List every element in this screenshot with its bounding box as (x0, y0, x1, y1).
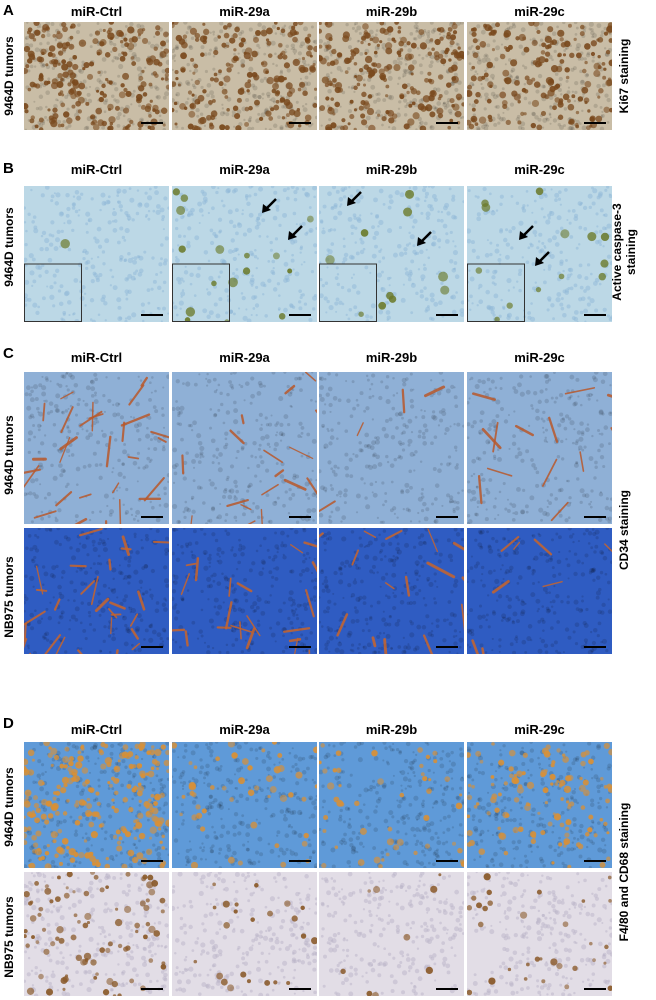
scale-bar (436, 516, 458, 518)
micrograph-c-nb975-29c (467, 528, 612, 654)
micrograph-d-9464d-ctrl (24, 742, 169, 868)
micrograph-b-29a (172, 186, 317, 322)
column-title: miR-29b (365, 722, 418, 737)
micrograph-a-29c (467, 22, 612, 130)
arrow-icon (262, 198, 277, 213)
micrograph-b-29c (467, 186, 612, 322)
micrograph-b-29b (319, 186, 464, 322)
scale-bar (289, 860, 311, 862)
column-title: miR-29b (365, 350, 418, 365)
panel-letter-b: B (3, 160, 14, 177)
row-label: NB975 tumors (2, 556, 16, 638)
micrograph-c-9464d-ctrl (24, 372, 169, 524)
micrograph-c-nb975-29a (172, 528, 317, 654)
row-label: 9464D tumors (2, 207, 16, 287)
column-title: miR-29a (219, 4, 270, 19)
micrograph-d-9464d-29b (319, 742, 464, 868)
arrow-icon (417, 231, 432, 246)
micrograph-d-nb975-29b (319, 872, 464, 996)
scale-bar (141, 122, 163, 124)
column-title: miR-29c (514, 722, 565, 737)
arrow-icon (288, 225, 303, 240)
scale-bar (141, 988, 163, 990)
scale-bar (141, 860, 163, 862)
micrograph-d-9464d-29c (467, 742, 612, 868)
column-title: miR-29c (514, 350, 565, 365)
scale-bar (289, 988, 311, 990)
micrograph-a-ctrl (24, 22, 169, 130)
column-title: miR-29a (219, 722, 270, 737)
side-label: F4/80 and CD68 staining (617, 802, 631, 942)
side-label-line: staining (624, 229, 638, 276)
scale-bar (584, 646, 606, 648)
micrograph-d-nb975-29c (467, 872, 612, 996)
scale-bar (584, 122, 606, 124)
micrograph-d-nb975-29a (172, 872, 317, 996)
scale-bar (289, 314, 311, 316)
scale-bar (141, 314, 163, 316)
column-title: miR-29c (514, 4, 565, 19)
column-title: miR-29a (219, 162, 270, 177)
column-title: miR-29b (365, 162, 418, 177)
column-title: miR-Ctrl (70, 4, 123, 19)
scale-bar (436, 314, 458, 316)
scale-bar (436, 646, 458, 648)
side-label: CD34 staining (617, 490, 631, 571)
micrograph-c-9464d-29b (319, 372, 464, 524)
scale-bar (289, 516, 311, 518)
panel-letter-c: C (3, 345, 14, 362)
micrograph-c-nb975-29b (319, 528, 464, 654)
micrograph-d-9464d-29a (172, 742, 317, 868)
column-title: miR-Ctrl (70, 722, 123, 737)
scale-bar (436, 988, 458, 990)
column-title: miR-29b (365, 4, 418, 19)
micrograph-b-ctrl (24, 186, 169, 322)
row-label: NB975 tumors (2, 896, 16, 978)
micrograph-a-29a (172, 22, 317, 130)
scale-bar (141, 646, 163, 648)
side-label: Active caspase-3 staining (610, 202, 638, 302)
row-label: 9464D tumors (2, 415, 16, 495)
scale-bar (436, 122, 458, 124)
scale-bar (584, 860, 606, 862)
column-title: miR-29a (219, 350, 270, 365)
scale-bar (141, 516, 163, 518)
micrograph-c-9464d-29c (467, 372, 612, 524)
micrograph-c-9464d-29a (172, 372, 317, 524)
micrograph-d-nb975-ctrl (24, 872, 169, 996)
scale-bar (289, 646, 311, 648)
column-title: miR-Ctrl (70, 162, 123, 177)
row-label: 9464D tumors (2, 36, 16, 116)
scale-bar (436, 860, 458, 862)
micrograph-c-nb975-ctrl (24, 528, 169, 654)
scale-bar (584, 516, 606, 518)
arrow-icon (535, 251, 550, 266)
scale-bar (584, 988, 606, 990)
panel-letter-d: D (3, 715, 14, 732)
column-title: miR-29c (514, 162, 565, 177)
side-label-line: Active caspase-3 (610, 203, 624, 301)
row-label: 9464D tumors (2, 767, 16, 847)
scale-bar (584, 314, 606, 316)
arrow-icon (347, 191, 362, 206)
column-title: miR-Ctrl (70, 350, 123, 365)
side-label: Ki67 staining (617, 38, 631, 114)
micrograph-a-29b (319, 22, 464, 130)
arrow-icon (519, 225, 534, 240)
panel-letter-a: A (3, 2, 14, 19)
scale-bar (289, 122, 311, 124)
